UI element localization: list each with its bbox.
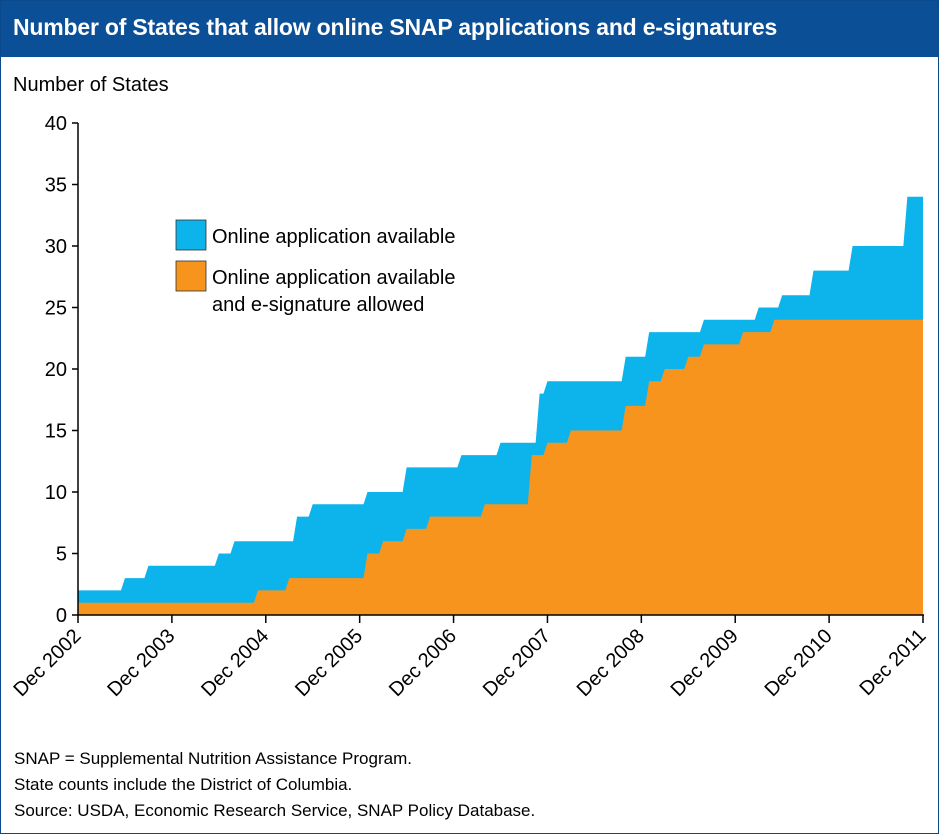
x-tick-label: Dec 2006 <box>385 625 461 701</box>
y-tick-label: 25 <box>45 298 67 320</box>
note-snap-definition: SNAP = Supplemental Nutrition Assistance… <box>14 749 412 768</box>
area-esignature-allowed <box>78 319 923 615</box>
x-tick-label: Dec 2011 <box>855 625 930 700</box>
y-tick-label: 20 <box>45 359 67 381</box>
legend-item-online-application-swatch <box>175 219 207 251</box>
chart-title: Number of States that allow online SNAP … <box>13 14 778 40</box>
y-tick-label: 5 <box>56 544 67 566</box>
legend-item-esignature-allowed-swatch <box>175 260 207 292</box>
x-tick-label: Dec 2010 <box>761 625 837 701</box>
x-tick-label: Dec 2002 <box>9 625 85 701</box>
x-tick-label: Dec 2008 <box>573 625 649 701</box>
y-tick-label: 35 <box>45 175 67 197</box>
y-tick-label: 0 <box>56 605 67 627</box>
area-series-group <box>78 196 923 616</box>
y-axis-label: Number of States <box>13 74 169 96</box>
legend: Online application available Online appli… <box>175 219 456 316</box>
x-tick-label: Dec 2004 <box>197 625 273 701</box>
note-dc-included: State counts include the District of Col… <box>14 775 353 794</box>
chart-notes: SNAP = Supplemental Nutrition Assistance… <box>14 746 535 824</box>
area-chart: 0 5 10 15 20 25 30 35 40 Dec 2002 Dec 2003 Dec 2004… <box>9 113 930 701</box>
y-tick-label: 15 <box>45 421 67 443</box>
x-tick-label: Dec 2009 <box>667 625 743 701</box>
x-tick-label: Dec 2007 <box>479 625 555 701</box>
y-tick-label: 30 <box>45 236 67 258</box>
x-tick-label: Dec 2003 <box>103 625 179 701</box>
legend-item-online-application-label: Online application available <box>212 226 456 248</box>
y-tick-label: 10 <box>45 482 67 504</box>
note-source: Source: USDA, Economic Research Service,… <box>14 801 536 820</box>
chart-header: Number of States that allow online SNAP … <box>1 1 938 57</box>
legend-item-esignature-allowed-label: Online application available and e-signat… <box>212 267 456 316</box>
x-tick-label: Dec 2005 <box>291 625 367 701</box>
y-tick-label: 40 <box>45 113 67 135</box>
